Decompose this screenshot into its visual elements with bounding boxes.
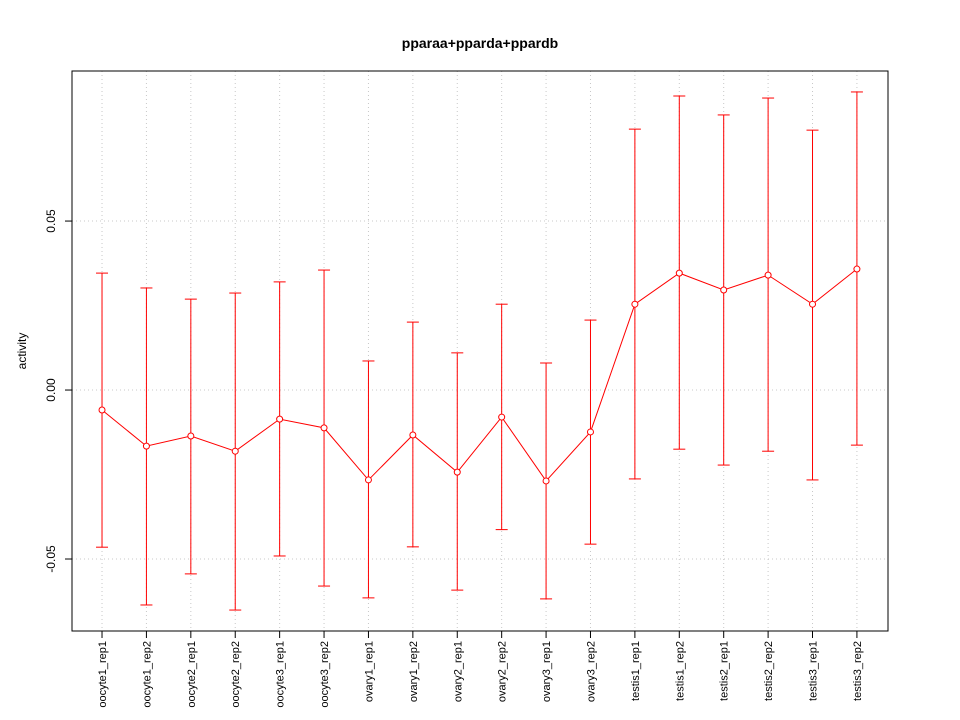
data-marks <box>96 91 863 611</box>
plot-frame <box>71 70 889 632</box>
x-tick-label: testis2_rep2 <box>763 641 775 701</box>
x-tick-label: ovary1_rep1 <box>363 641 375 702</box>
data-point <box>453 468 461 476</box>
x-tick-label: ovary2_rep2 <box>497 641 509 702</box>
data-point <box>720 286 728 294</box>
x-tick-label: testis1_rep2 <box>674 641 686 701</box>
x-tick-label: testis3_rep1 <box>808 641 820 701</box>
y-tick-label: -0.05 <box>44 545 58 573</box>
chart-title: pparaa+pparda+ppardb <box>402 35 558 51</box>
data-point <box>98 406 106 414</box>
x-tick-label: testis1_rep1 <box>630 641 642 701</box>
data-point <box>586 428 594 436</box>
x-tick-label: oocyte2_rep2 <box>230 641 242 708</box>
data-point <box>231 447 239 455</box>
data-point <box>142 442 150 450</box>
x-tick-label: oocyte1_rep1 <box>97 641 109 708</box>
x-tick-label: testis2_rep1 <box>719 641 731 701</box>
x-tick-label: oocyte3_rep1 <box>275 641 287 708</box>
x-tick-label: ovary3_rep1 <box>541 641 553 702</box>
series-line <box>101 268 858 482</box>
data-point <box>320 424 328 432</box>
data-point <box>498 413 506 421</box>
x-tick-label: oocyte2_rep1 <box>186 641 198 708</box>
y-tick-label: 0.05 <box>44 209 58 233</box>
x-tick-label: ovary1_rep2 <box>408 641 420 702</box>
data-point <box>853 265 861 273</box>
data-point <box>809 300 817 308</box>
data-point <box>542 477 550 485</box>
axes: oocyte1_rep1 oocyte1_rep2 oocyte2_rep1 oocy… <box>44 209 864 708</box>
x-tick-label: oocyte1_rep2 <box>141 641 153 708</box>
data-point <box>364 476 372 484</box>
data-point <box>409 431 417 439</box>
y-tick-label: 0.00 <box>44 378 58 402</box>
data-point <box>187 432 195 440</box>
data-point <box>631 300 639 308</box>
data-point <box>675 269 683 277</box>
data-point <box>764 271 772 279</box>
x-tick-label: ovary3_rep2 <box>585 641 597 702</box>
x-tick-label: ovary2_rep1 <box>452 641 464 702</box>
y-axis-label: activity <box>15 333 29 370</box>
x-tick-label: oocyte3_rep2 <box>319 641 331 708</box>
data-point <box>276 415 284 423</box>
x-tick-label: testis3_rep2 <box>852 641 864 701</box>
